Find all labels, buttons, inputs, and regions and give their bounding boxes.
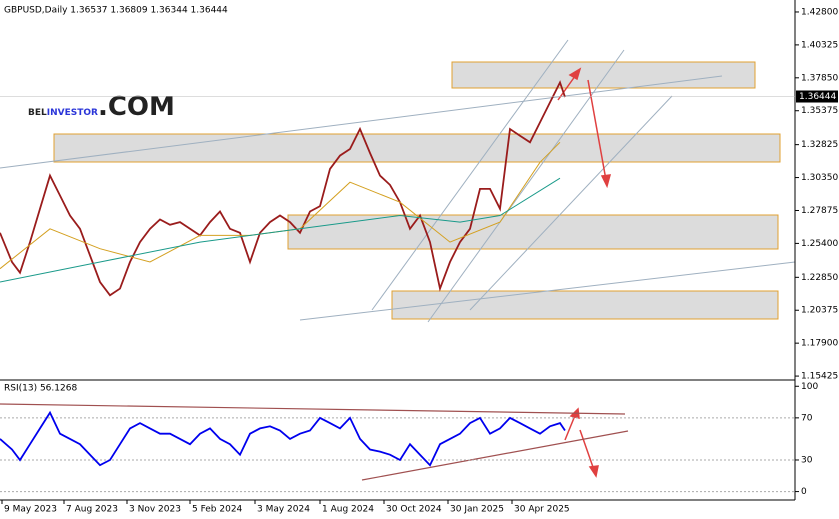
trendline	[0, 75, 723, 169]
watermark-part: .COM	[98, 92, 175, 122]
x-tick-label: 7 Aug 2023	[66, 505, 118, 515]
rsi-trendlines	[0, 403, 629, 481]
x-tick-label: 30 Oct 2024	[386, 505, 442, 515]
y-tick-label: 0	[801, 487, 807, 497]
last-price-label: 1.36444	[799, 92, 836, 102]
series-line	[0, 80, 566, 297]
y-tick-label: 1.22850	[801, 273, 838, 283]
trendline	[469, 95, 673, 311]
x-tick-label: 3 Nov 2023	[129, 505, 181, 515]
y-tick-label: 70	[801, 413, 813, 423]
y-tick-label: 30	[801, 455, 813, 465]
indicator-title: RSI(13) 56.1268	[4, 384, 77, 394]
watermark: BELINVESTOR.COM	[28, 92, 175, 122]
arrow-head	[588, 465, 599, 478]
y-tick-label: 1.35375	[801, 106, 838, 116]
series-line	[0, 410, 566, 467]
x-tick-label: 9 May 2023	[4, 505, 57, 515]
chart-title: GBPUSD,Daily 1.36537 1.36809 1.36344 1.3…	[4, 6, 228, 16]
x-tick-label: 3 May 2024	[257, 505, 310, 515]
arrow	[579, 429, 595, 471]
y-tick-label: 1.27875	[801, 206, 838, 216]
zone	[53, 133, 781, 163]
y-tick-label: 1.17900	[801, 339, 838, 349]
y-tick-label: 1.30350	[801, 173, 838, 183]
y-tick-label: 1.20375	[801, 306, 838, 316]
trendline	[299, 261, 796, 321]
trendline	[361, 430, 629, 481]
y-tick-label: 1.25400	[801, 239, 838, 249]
series-line	[0, 177, 561, 283]
last-price-box	[796, 90, 838, 103]
trendline	[0, 403, 626, 415]
trendline	[371, 39, 569, 311]
y-tick-label: 1.32825	[801, 140, 838, 150]
y-tick-label: 1.15425	[801, 372, 838, 382]
arrow-head	[568, 67, 582, 81]
y-tick-label: 1.37850	[801, 73, 838, 83]
y-tick-label: 100	[801, 382, 818, 392]
x-tick-label: 30 Jan 2025	[450, 505, 504, 515]
x-tick-label: 30 Apr 2025	[514, 505, 570, 515]
x-tick-label: 1 Aug 2024	[322, 505, 374, 515]
frame	[0, 0, 796, 501]
arrow-head	[600, 174, 612, 189]
y-tick-label: 1.40325	[801, 40, 838, 50]
zone	[391, 290, 779, 320]
y-tick-label: 1.42800	[801, 7, 838, 17]
watermark-part: INVESTOR	[47, 108, 98, 118]
watermark-part: BEL	[28, 108, 47, 118]
x-tick-label: 5 Feb 2024	[192, 505, 243, 515]
zone	[451, 61, 756, 89]
